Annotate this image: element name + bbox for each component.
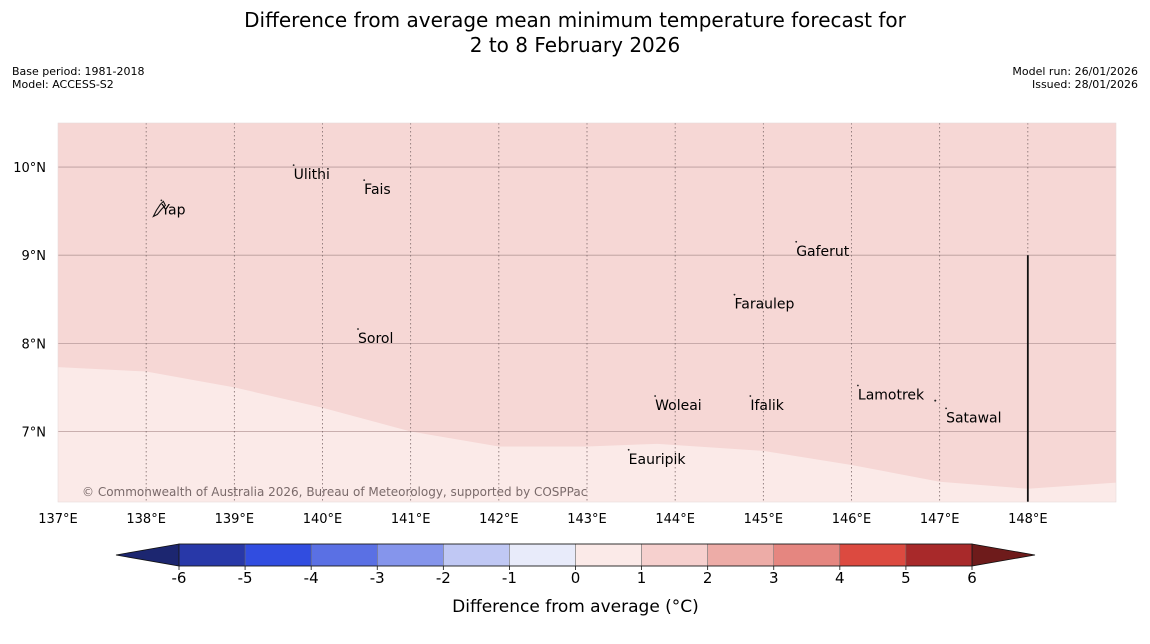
colorbar-over-arrow <box>971 543 1036 567</box>
model-text: Model: ACCESS-S2 <box>12 78 114 91</box>
colorbar-tick-label: -2 <box>436 569 451 587</box>
lon-tick-label: 137°E <box>38 512 78 527</box>
issued-text: Issued: 28/01/2026 <box>1031 78 1138 91</box>
island-dot <box>292 164 295 167</box>
island-dot <box>160 199 163 202</box>
lon-tick-label: 148°E <box>1008 512 1048 527</box>
place-label-woleai: Woleai <box>655 398 702 414</box>
colorbar-tick-label: 2 <box>703 569 713 587</box>
island-dot <box>795 240 798 243</box>
base-period-text: Base period: 1981-2018 <box>12 65 145 78</box>
lon-tick-label: 144°E <box>655 512 695 527</box>
island-dot <box>857 384 859 387</box>
lon-tick-label: 142°E <box>479 512 519 527</box>
colorbar-bin <box>905 543 973 567</box>
colorbar-bin <box>839 543 907 567</box>
base-info: Base period: 1981-2018 Model: ACCESS-S2 <box>12 65 144 91</box>
colorbar-bin <box>575 543 642 567</box>
place-label-fais: Fais <box>364 182 391 198</box>
lat-tick-label: 8°N <box>22 337 47 352</box>
lon-tick-label: 147°E <box>920 512 960 527</box>
lon-tick-label: 143°E <box>567 512 607 527</box>
island-dot <box>733 293 736 296</box>
place-label-sorol: Sorol <box>358 331 393 347</box>
colorbar-tick-label: 3 <box>769 569 779 587</box>
lat-tick-label: 7°N <box>22 425 47 440</box>
lat-tick-label: 9°N <box>22 249 47 264</box>
colorbar-bin <box>310 543 378 567</box>
colorbar-tick-label: -3 <box>370 569 385 587</box>
place-label-satawal: Satawal <box>946 410 1001 426</box>
colorbar-tick-label: -1 <box>502 569 517 587</box>
lon-tick-label: 141°E <box>391 512 431 527</box>
lon-tick-label: 138°E <box>126 512 166 527</box>
colorbar-bin <box>509 543 576 567</box>
island-dot <box>945 407 947 410</box>
run-info: Model run: 26/01/2026 Issued: 28/01/2026 <box>1012 65 1138 91</box>
place-label-faraulep: Faraulep <box>734 297 794 313</box>
island-dot <box>654 395 657 397</box>
title-line-2: 2 to 8 February 2026 <box>469 33 681 57</box>
place-label-gaferut: Gaferut <box>796 244 850 260</box>
lon-tick-label: 145°E <box>744 512 784 527</box>
colorbar-tick-label: 1 <box>637 569 647 587</box>
place-label-ifalik: Ifalik <box>750 398 784 414</box>
yap-island-outline <box>152 200 167 218</box>
colorbar-tick-label: 5 <box>901 569 911 587</box>
island-dot <box>357 328 359 330</box>
map-title: Difference from average mean minimum tem… <box>0 8 1150 58</box>
colorbar-tick-label: -5 <box>238 569 253 587</box>
place-label-eauripik: Eauripik <box>629 452 687 468</box>
island-dot <box>363 179 366 182</box>
place-label-lamotrek: Lamotrek <box>858 387 925 403</box>
colorbar-tick-label: 6 <box>967 569 977 587</box>
lat-tick-label: 10°N <box>13 161 46 176</box>
colorbar-bin <box>377 543 444 567</box>
colorbar-bin <box>773 543 841 567</box>
lon-tick-label: 146°E <box>832 512 872 527</box>
colorbar-bin <box>244 543 312 567</box>
lon-tick-label: 140°E <box>303 512 343 527</box>
colorbar-tick-label: -4 <box>304 569 319 587</box>
colorbar-bin <box>641 543 708 567</box>
model-run-text: Model run: 26/01/2026 <box>1012 65 1138 78</box>
colorbar-bin <box>707 543 775 567</box>
title-line-1: Difference from average mean minimum tem… <box>244 8 906 32</box>
islet-dot <box>934 399 937 402</box>
lon-tick-label: 139°E <box>215 512 255 527</box>
colorbar-bin <box>178 543 246 567</box>
place-label-yap: Yap <box>160 202 185 218</box>
copyright-text: © Commonwealth of Australia 2026, Bureau… <box>82 485 587 499</box>
colorbar-tick-label: 0 <box>571 569 581 587</box>
island-dot <box>627 448 630 451</box>
island-dot <box>749 395 752 397</box>
colorbar-label: Difference from average (°C) <box>452 597 699 617</box>
colorbar-tick-label: -6 <box>172 569 187 587</box>
colorbar-under-arrow <box>115 543 180 567</box>
colorbar-bin <box>443 543 510 567</box>
map-frame <box>57 122 1117 503</box>
colorbar-tick-label: 4 <box>835 569 845 587</box>
place-label-ulithi: Ulithi <box>294 167 330 183</box>
